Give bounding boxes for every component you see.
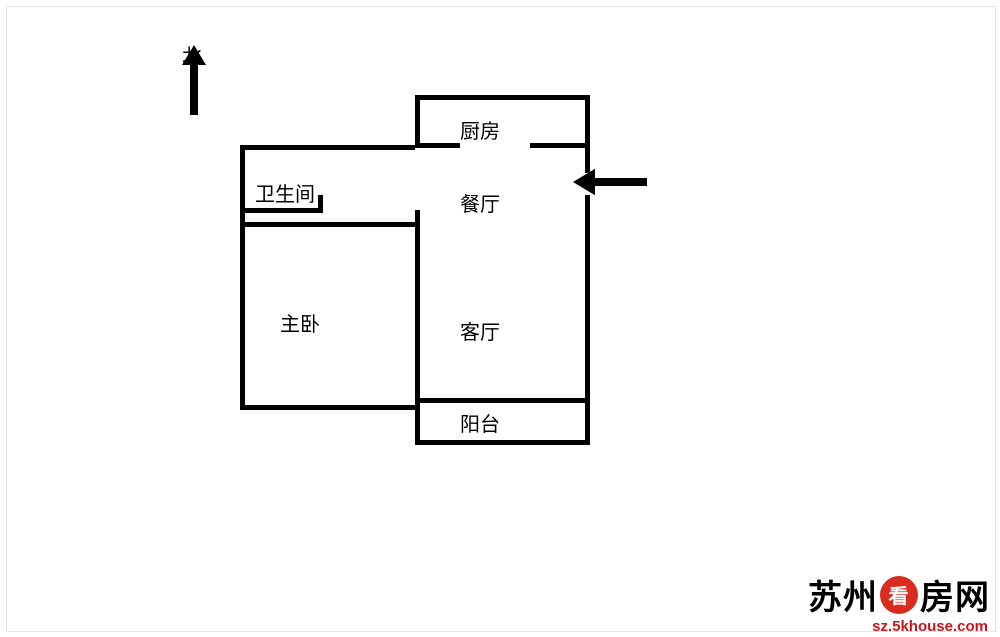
wall-segment xyxy=(240,208,318,213)
watermark-text-left: 苏州 xyxy=(808,570,878,619)
wall-segment xyxy=(415,398,420,445)
wall-segment xyxy=(585,143,590,173)
room-label-dining: 餐厅 xyxy=(460,188,500,217)
watermark-circle-icon: 看 xyxy=(880,576,918,614)
north-arrow-head-icon xyxy=(194,65,195,66)
watermark-url: sz.5khouse.com xyxy=(872,618,988,635)
wall-segment xyxy=(240,222,415,227)
floorplan-stage: 厨房卫生间餐厅主卧客厅阳台 北 苏州 看 房网 sz.5khouse.com xyxy=(0,0,1000,637)
watermark-text-right: 房网 xyxy=(920,570,990,619)
watermark-text: 苏州 看 房网 xyxy=(808,570,990,619)
wall-segment xyxy=(415,398,590,403)
wall-segment xyxy=(415,143,460,148)
wall-segment xyxy=(585,95,590,145)
watermark-logo: 苏州 看 房网 xyxy=(808,570,990,619)
room-label-balcony: 阳台 xyxy=(460,408,500,437)
entry-arrow-shaft xyxy=(595,178,647,186)
room-label-bathroom: 卫生间 xyxy=(255,178,315,207)
wall-segment xyxy=(415,222,420,402)
wall-segment xyxy=(415,440,590,445)
wall-segment xyxy=(240,145,415,150)
room-label-living: 客厅 xyxy=(460,316,500,345)
wall-segment xyxy=(240,405,415,410)
wall-segment xyxy=(318,195,323,213)
wall-segment xyxy=(530,143,590,148)
wall-segment xyxy=(415,95,590,100)
wall-segment xyxy=(240,145,245,410)
north-arrow-shaft xyxy=(190,65,198,115)
wall-segment xyxy=(585,195,590,445)
wall-segment xyxy=(415,95,420,145)
room-label-kitchen: 厨房 xyxy=(460,115,500,144)
room-label-master_bed: 主卧 xyxy=(280,308,320,337)
entry-arrow-head-icon xyxy=(595,182,596,183)
